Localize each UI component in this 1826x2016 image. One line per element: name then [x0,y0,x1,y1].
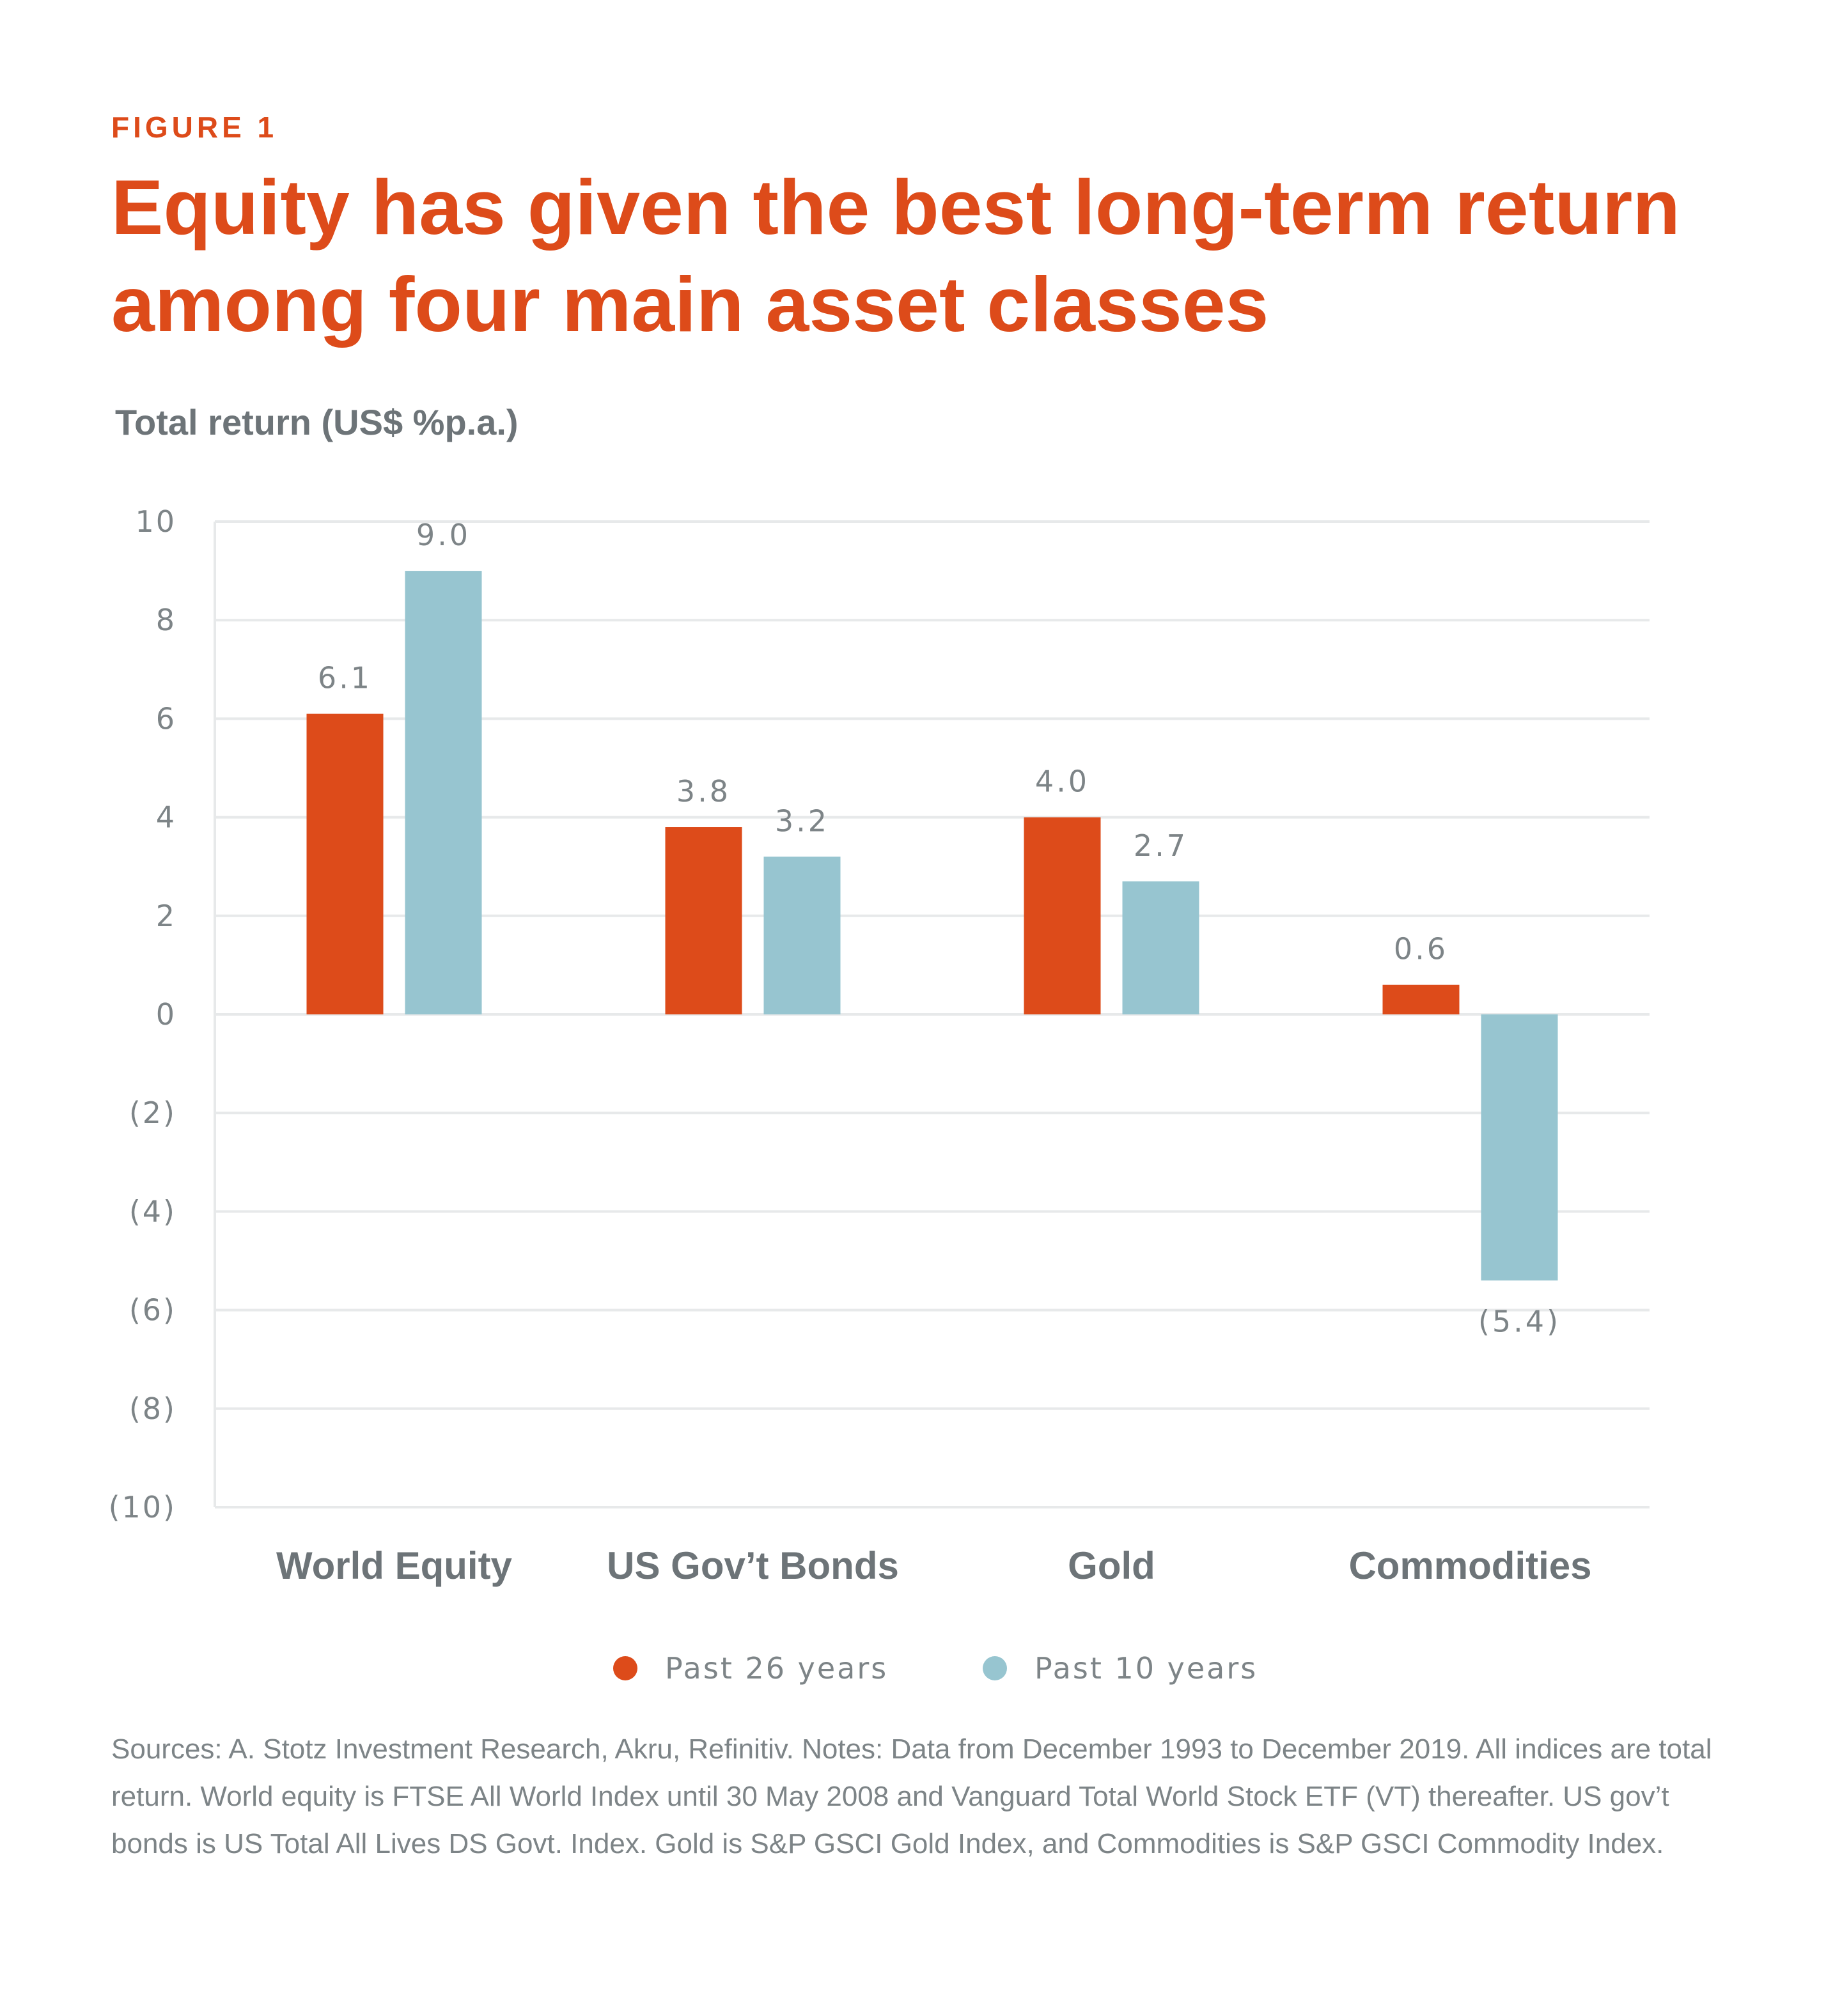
data-label: 3.8 [676,774,731,809]
legend-swatch [983,1656,1007,1680]
gridlines [215,520,1650,1508]
y-tick-label: 4 [156,800,176,835]
y-tick-label: (6) [129,1293,176,1328]
data-label: 3.2 [775,803,829,838]
legend: Past 26 years Past 10 years [613,1651,1258,1686]
data-label: 6.1 [318,661,372,695]
data-label: 4.0 [1035,764,1089,799]
y-tick-label: (10) [109,1490,176,1524]
y-tick-label: 8 [156,603,176,637]
y-tick-label: (2) [129,1096,176,1130]
bar-past-10-years [763,857,841,1014]
value-labels: 6.1 9.0 3.8 3.2 4.0 2.7 0.6 (5.4) [318,518,1561,1338]
legend-label: Past 26 years [665,1651,888,1686]
bars [306,571,1558,1281]
y-tick-label: 0 [156,997,176,1032]
data-label: 0.6 [1394,932,1448,966]
source-note: Sources: A. Stotz Investment Research, A… [111,1733,1712,1859]
figure-label: FIGURE 1 [111,111,278,144]
bar-past-26-years [1382,984,1460,1014]
data-label: 2.7 [1134,828,1188,863]
bar-past-10-years [1122,881,1199,1014]
x-category-label: Gold [1068,1544,1155,1587]
x-category-label: US Gov’t Bonds [607,1544,899,1587]
chart-title: Equity has given the best long-term retu… [111,164,1680,348]
bar-past-10-years [405,571,482,1014]
x-category-label: Commodities [1348,1544,1591,1587]
bar-past-26-years [306,713,384,1014]
data-label: (5.4) [1478,1304,1561,1338]
legend-label: Past 10 years [1034,1651,1258,1686]
y-tick-label: (4) [129,1194,176,1229]
y-axis: 10 8 6 4 2 0 (2) (4) (6) (8) (10) [109,504,216,1524]
legend-swatch [613,1656,637,1680]
data-label: 9.0 [416,518,471,552]
y-tick-label: 10 [135,504,176,539]
bar-past-26-years [665,827,742,1014]
y-tick-label: 6 [156,701,176,736]
y-tick-label: (8) [129,1392,176,1426]
x-axis: World Equity US Gov’t Bonds Gold Commoditie… [276,1544,1591,1587]
y-tick-label: 2 [156,899,176,933]
y-axis-label: Total return (US$ %p.a.) [115,402,519,442]
bar-past-26-years [1024,817,1101,1014]
bar-past-10-years [1481,1014,1558,1281]
x-category-label: World Equity [276,1544,513,1587]
